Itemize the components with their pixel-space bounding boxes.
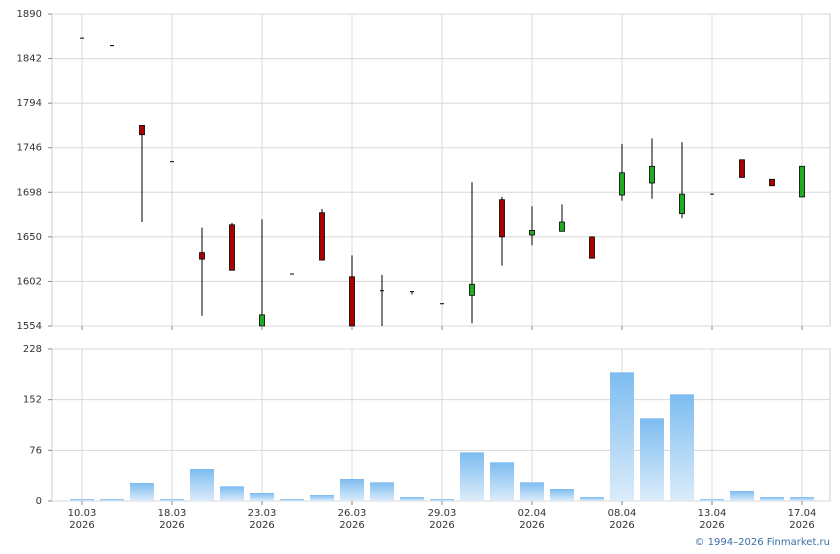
volume-bar <box>520 482 544 501</box>
volume-bar <box>190 469 214 501</box>
x-tick-year: 2026 <box>69 520 94 531</box>
y-tick-label: 1890 <box>17 9 42 20</box>
x-tick-label: 13.04 <box>698 508 727 519</box>
plot-frame <box>51 348 831 502</box>
candle-body <box>319 212 325 261</box>
volume-bar <box>790 497 814 501</box>
x-tick-label: 10.03 <box>68 508 97 519</box>
candle <box>229 222 235 271</box>
volume-bar <box>700 499 724 501</box>
credit-link[interactable]: © 1994–2026 Finmarket.ru <box>694 537 830 548</box>
volume-bar <box>550 489 574 501</box>
candle <box>349 255 355 327</box>
x-tick-label: 08.04 <box>608 508 637 519</box>
volume-bar <box>100 499 124 501</box>
candle <box>259 219 265 327</box>
y-tick-label: 1650 <box>17 232 42 243</box>
candle <box>769 178 775 187</box>
volume-bar <box>640 418 664 501</box>
x-tick-label: 18.03 <box>158 508 187 519</box>
y-tick-label: 152 <box>23 395 42 406</box>
x-tick-year: 2026 <box>699 520 724 531</box>
candle-body <box>229 224 235 271</box>
plot-frame <box>51 13 831 327</box>
x-tick-year: 2026 <box>249 520 274 531</box>
candle <box>410 291 414 295</box>
volume-bar <box>160 499 184 501</box>
y-tick-label: 0 <box>36 496 42 507</box>
volume-bar <box>580 497 604 501</box>
volume-bar <box>610 372 634 501</box>
candle <box>319 209 325 261</box>
x-tick-year: 2026 <box>429 520 454 531</box>
y-tick-label: 1794 <box>17 98 42 109</box>
y-tick-label: 1698 <box>17 187 42 198</box>
candle <box>679 142 685 219</box>
candle <box>529 206 535 246</box>
candle-body <box>799 165 805 198</box>
volume-bar <box>130 483 154 501</box>
candle <box>139 125 145 222</box>
candle-body <box>139 125 145 136</box>
candle-body <box>529 229 535 236</box>
volume-bar <box>490 462 514 501</box>
x-tick-year: 2026 <box>159 520 184 531</box>
x-tick-year: 2026 <box>609 520 634 531</box>
volume-bar <box>340 479 364 501</box>
candle-body <box>499 199 505 238</box>
candle-body <box>739 159 745 178</box>
candle <box>799 165 805 198</box>
volume-bar <box>670 394 694 501</box>
candle <box>199 227 205 316</box>
candle <box>619 144 625 201</box>
candle-body <box>559 221 565 232</box>
x-tick-label: 26.03 <box>338 508 367 519</box>
volume-bar <box>430 499 454 501</box>
volume-bar <box>760 497 784 501</box>
y-tick-label: 76 <box>29 445 42 456</box>
candle <box>469 182 475 324</box>
x-tick-year: 2026 <box>789 520 814 531</box>
volume-bar <box>220 486 244 501</box>
candle <box>499 196 505 266</box>
candle <box>649 138 655 199</box>
y-tick-label: 1746 <box>17 143 42 154</box>
candle-body <box>349 276 355 327</box>
y-tick-label: 1554 <box>17 321 42 332</box>
y-tick-label: 228 <box>23 344 42 355</box>
candle-body <box>589 236 595 259</box>
candle <box>589 236 595 259</box>
x-tick-label: 29.03 <box>428 508 457 519</box>
y-tick-label: 1842 <box>17 54 42 65</box>
candle <box>380 274 384 326</box>
y-tick-label: 1602 <box>17 276 42 287</box>
candle-body <box>769 178 775 187</box>
volume-bar <box>460 452 484 501</box>
volume-bar <box>250 493 274 501</box>
volume-bar <box>280 499 304 501</box>
candle-body <box>679 193 685 215</box>
x-tick-label: 23.03 <box>248 508 277 519</box>
volume-bar <box>400 497 424 501</box>
candle <box>739 159 745 178</box>
x-tick-year: 2026 <box>519 520 544 531</box>
volume-bar <box>730 491 754 501</box>
candle <box>559 204 565 232</box>
candle-body <box>619 172 625 196</box>
volume-bar <box>70 499 94 501</box>
x-tick-year: 2026 <box>339 520 364 531</box>
x-tick-label: 17.04 <box>788 508 817 519</box>
candle-body <box>649 165 655 184</box>
candle-body <box>199 252 205 260</box>
volume-bar <box>310 495 334 501</box>
x-tick-label: 02.04 <box>518 508 547 519</box>
footer[interactable]: © 1994–2026 Finmarket.ru <box>694 537 830 548</box>
volume-bar <box>370 482 394 501</box>
candle-body <box>469 283 475 296</box>
candle-body <box>259 314 265 327</box>
